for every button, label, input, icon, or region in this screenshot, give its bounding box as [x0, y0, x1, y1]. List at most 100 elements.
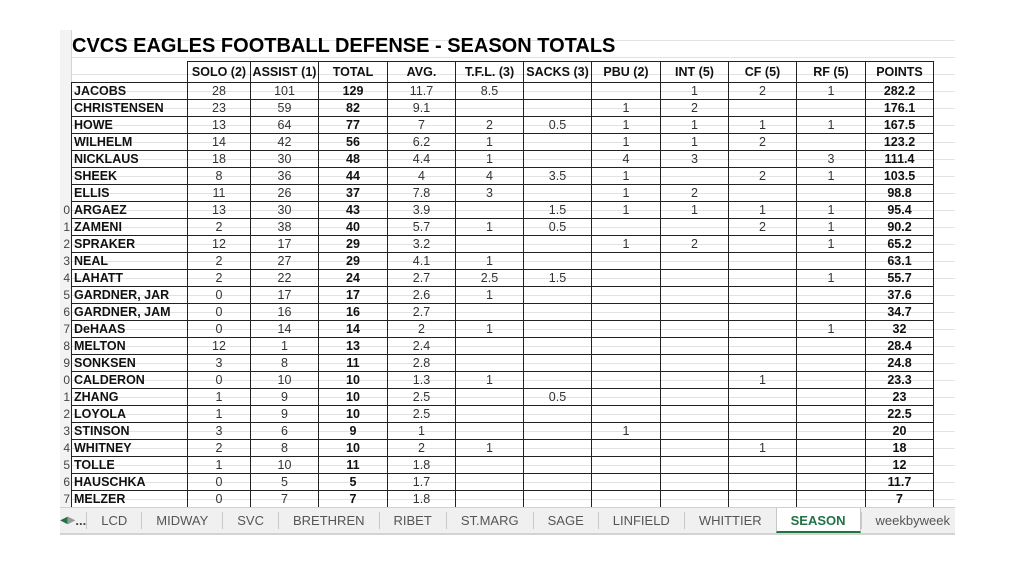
stat-cell[interactable]: 1	[591, 422, 661, 440]
stat-cell[interactable]	[591, 286, 661, 304]
stat-cell[interactable]: 4	[387, 167, 456, 185]
stat-cell[interactable]: 0.5	[523, 116, 592, 134]
row-number[interactable]: 9	[63, 356, 70, 370]
stat-cell[interactable]: 2.4	[387, 337, 456, 355]
stat-cell[interactable]: 7	[250, 490, 319, 507]
stat-cell[interactable]: 7.8	[387, 184, 456, 202]
sheet-tab-lcd[interactable]: LCD	[86, 512, 141, 529]
stat-cell[interactable]	[591, 354, 661, 372]
stat-cell[interactable]: 10	[250, 456, 319, 474]
row-number[interactable]: 0	[63, 373, 70, 387]
scroll-right-icon[interactable]: ▶	[67, 515, 76, 526]
stat-cell[interactable]	[660, 371, 729, 389]
stat-cell[interactable]	[523, 405, 592, 423]
stat-cell[interactable]: 1.3	[387, 371, 456, 389]
stat-cell[interactable]: 0	[187, 303, 251, 321]
stat-cell[interactable]	[728, 252, 797, 270]
stat-cell[interactable]	[796, 422, 866, 440]
column-header[interactable]: SOLO (2)	[187, 61, 251, 83]
stat-cell[interactable]: 1.5	[523, 269, 592, 287]
stat-cell[interactable]: 17	[250, 235, 319, 253]
stat-cell[interactable]: 36	[250, 167, 319, 185]
player-name-cell[interactable]: ZAMENI	[71, 218, 188, 236]
stat-cell[interactable]: 1	[796, 269, 866, 287]
stat-cell[interactable]	[591, 218, 661, 236]
column-header[interactable]: INT (5)	[660, 61, 729, 83]
stat-cell[interactable]	[728, 337, 797, 355]
stat-cell[interactable]	[591, 252, 661, 270]
player-name-cell[interactable]: HOWE	[71, 116, 188, 134]
stat-cell[interactable]: 6	[250, 422, 319, 440]
stat-cell[interactable]: 1	[796, 320, 866, 338]
stat-cell[interactable]	[523, 354, 592, 372]
row-number[interactable]: 4	[63, 441, 70, 455]
row-number[interactable]: 8	[63, 339, 70, 353]
stat-cell[interactable]: 16	[250, 303, 319, 321]
stat-cell[interactable]: 2	[728, 218, 797, 236]
sheet-tab-ribet[interactable]: RIBET	[378, 512, 446, 529]
stat-cell[interactable]	[591, 303, 661, 321]
stat-cell[interactable]	[523, 286, 592, 304]
sheet-title[interactable]: CVCS EAGLES FOOTBALL DEFENSE - SEASON TO…	[72, 35, 616, 57]
player-name-cell[interactable]: LOYOLA	[71, 405, 188, 423]
stat-cell[interactable]: 1.8	[387, 490, 456, 507]
stat-cell[interactable]: 34.7	[865, 303, 934, 321]
player-name-cell[interactable]: WHITNEY	[71, 439, 188, 457]
stat-cell[interactable]: 1	[455, 218, 524, 236]
stat-cell[interactable]	[523, 439, 592, 457]
stat-cell[interactable]: 1	[796, 218, 866, 236]
stat-cell[interactable]	[796, 405, 866, 423]
column-header[interactable]: TOTAL	[318, 61, 388, 83]
stat-cell[interactable]	[455, 388, 524, 406]
stat-cell[interactable]: 27	[250, 252, 319, 270]
stat-cell[interactable]: 2	[387, 439, 456, 457]
stat-cell[interactable]	[796, 439, 866, 457]
stat-cell[interactable]	[523, 303, 592, 321]
sheet-tab-whittier[interactable]: WHITTIER	[683, 512, 776, 529]
stat-cell[interactable]: 59	[250, 99, 319, 117]
stat-cell[interactable]: 4.4	[387, 150, 456, 168]
stat-cell[interactable]: 7	[865, 490, 934, 507]
stat-cell[interactable]: 44	[318, 167, 388, 185]
stat-cell[interactable]	[728, 99, 797, 117]
stat-cell[interactable]: 14	[187, 133, 251, 151]
row-number[interactable]: 4	[63, 271, 70, 285]
row-number[interactable]: 6	[63, 475, 70, 489]
player-name-cell[interactable]: CHRISTENSEN	[71, 99, 188, 117]
stat-cell[interactable]: 0	[187, 490, 251, 507]
player-name-cell[interactable]: ARGAEZ	[71, 201, 188, 219]
row-number[interactable]: 6	[63, 305, 70, 319]
stat-cell[interactable]: 8.5	[455, 82, 524, 100]
stat-cell[interactable]	[523, 252, 592, 270]
stat-cell[interactable]	[796, 286, 866, 304]
stat-cell[interactable]	[728, 320, 797, 338]
stat-cell[interactable]: 9	[318, 422, 388, 440]
stat-cell[interactable]: 24.8	[865, 354, 934, 372]
stat-cell[interactable]	[523, 235, 592, 253]
stat-cell[interactable]: 6.2	[387, 133, 456, 151]
player-name-cell[interactable]: SPRAKER	[71, 235, 188, 253]
column-header[interactable]: POINTS	[865, 61, 934, 83]
stat-cell[interactable]	[591, 490, 661, 507]
stat-cell[interactable]: 1	[187, 388, 251, 406]
stat-cell[interactable]	[660, 252, 729, 270]
stat-cell[interactable]: 56	[318, 133, 388, 151]
row-number[interactable]: 5	[63, 458, 70, 472]
stat-cell[interactable]: 1	[187, 405, 251, 423]
stat-cell[interactable]: 37.6	[865, 286, 934, 304]
column-header[interactable]	[71, 61, 188, 83]
stat-cell[interactable]: 77	[318, 116, 388, 134]
stat-cell[interactable]	[523, 320, 592, 338]
stat-cell[interactable]: 4	[591, 150, 661, 168]
stat-cell[interactable]	[728, 150, 797, 168]
stat-cell[interactable]: 11	[318, 354, 388, 372]
stat-cell[interactable]: 2	[455, 116, 524, 134]
stat-cell[interactable]: 9.1	[387, 99, 456, 117]
column-header[interactable]: PBU (2)	[591, 61, 661, 83]
stat-cell[interactable]: 2	[728, 82, 797, 100]
stat-cell[interactable]: 2.7	[387, 269, 456, 287]
stat-cell[interactable]: 4.1	[387, 252, 456, 270]
stat-cell[interactable]: 13	[187, 201, 251, 219]
stat-cell[interactable]: 12	[187, 337, 251, 355]
stat-cell[interactable]: 0	[187, 473, 251, 491]
